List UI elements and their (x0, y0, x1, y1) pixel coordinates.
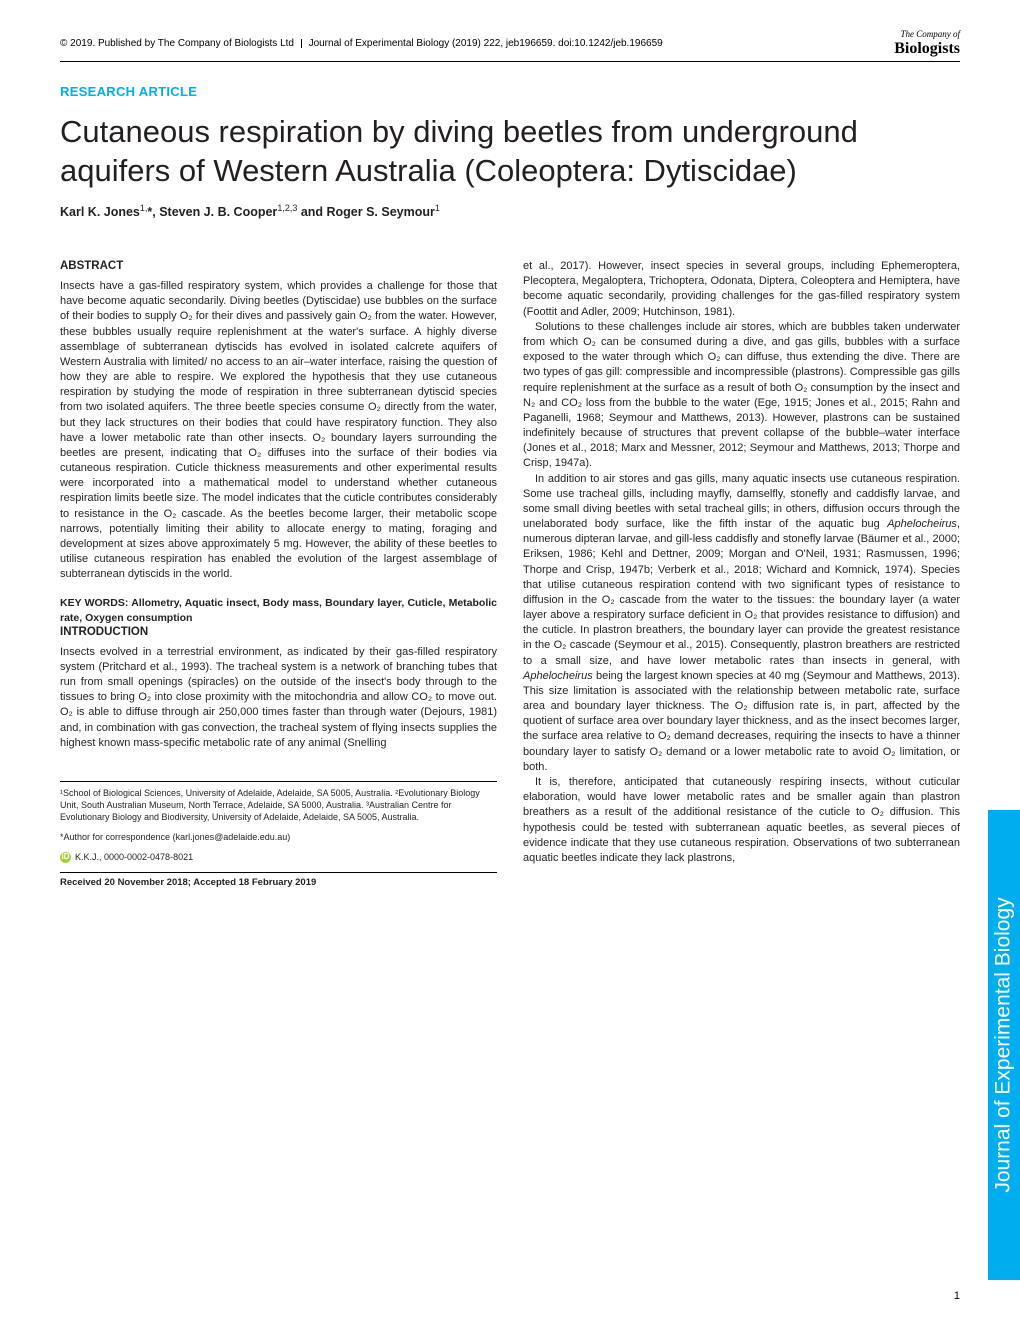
copyright-text: © 2019. Published by The Company of Biol… (60, 38, 294, 49)
p3-part-b: , numerous dipteran larvae, and gill-les… (523, 518, 960, 667)
header-meta: © 2019. Published by The Company of Biol… (60, 38, 663, 49)
authors-line: Karl K. Jones1,*, Steven J. B. Cooper1,2… (60, 203, 960, 219)
abstract-text: Insects have a gas-filled respiratory sy… (60, 279, 497, 582)
left-column: ABSTRACT Insects have a gas-filled respi… (60, 259, 497, 897)
article-type: RESEARCH ARTICLE (60, 84, 960, 99)
body-p2: Solutions to these challenges include ai… (523, 320, 960, 472)
keywords-label: KEY WORDS: (60, 597, 128, 609)
page-container: © 2019. Published by The Company of Biol… (0, 0, 1020, 1320)
right-column: et al., 2017). However, insect species i… (523, 259, 960, 897)
article-title: Cutaneous respiration by diving beetles … (60, 113, 960, 191)
p3-italic-2: Aphelocheirus (523, 670, 593, 682)
orcid-icon: iD (60, 852, 71, 863)
abstract-heading: ABSTRACT (60, 259, 497, 275)
introduction-p1: Insects evolved in a terrestrial environ… (60, 645, 497, 751)
logo-bottom-line: Biologists (894, 40, 960, 58)
journal-sidebar: Journal of Experimental Biology (988, 810, 1020, 1280)
footnotes-block: ¹School of Biological Sciences, Universi… (60, 781, 497, 890)
two-column-body: ABSTRACT Insects have a gas-filled respi… (60, 259, 960, 897)
introduction-heading: INTRODUCTION (60, 625, 497, 641)
body-p1: et al., 2017). However, insect species i… (523, 259, 960, 320)
publisher-logo: The Company of Biologists (894, 30, 960, 57)
p3-italic-1: Aphelocheirus (887, 518, 957, 530)
body-p3: In addition to air stores and gas gills,… (523, 472, 960, 775)
corresponding-author: *Author for correspondence (karl.jones@a… (60, 831, 497, 843)
header-separator (301, 39, 302, 48)
page-number: 1 (954, 1290, 960, 1302)
received-accepted: Received 20 November 2018; Accepted 18 F… (60, 872, 497, 890)
orcid-row: iD K.K.J., 0000-0002-0478-8021 (60, 851, 497, 863)
sidebar-journal-name: Journal of Experimental Biology (992, 897, 1016, 1192)
journal-citation: Journal of Experimental Biology (2019) 2… (309, 38, 663, 49)
p3-part-c: being the largest known species at 40 mg… (523, 670, 960, 773)
affiliations: ¹School of Biological Sciences, Universi… (60, 787, 497, 823)
header-row: © 2019. Published by The Company of Biol… (60, 30, 960, 62)
logo-top-line: The Company of (894, 30, 960, 40)
orcid-id: K.K.J., 0000-0002-0478-8021 (75, 851, 193, 863)
keywords-block: KEY WORDS: Allometry, Aquatic insect, Bo… (60, 596, 497, 624)
body-p4: It is, therefore, anticipated that cutan… (523, 775, 960, 866)
